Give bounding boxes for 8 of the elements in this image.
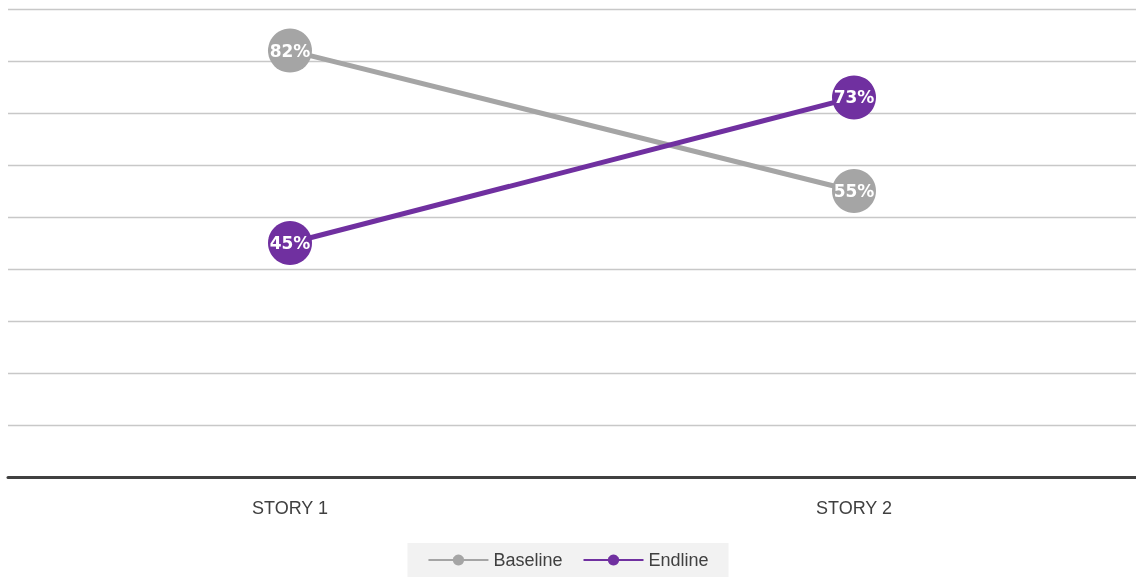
legend-label: Baseline <box>493 550 563 570</box>
legend-label: Endline <box>648 550 709 570</box>
data-label: 82% <box>269 40 311 61</box>
data-label: 73% <box>833 87 875 108</box>
data-label: 55% <box>833 181 875 201</box>
data-label: 45% <box>269 233 311 253</box>
x-tick-label: STORY 2 <box>815 498 893 518</box>
x-tick-label: STORY 1 <box>251 498 329 518</box>
